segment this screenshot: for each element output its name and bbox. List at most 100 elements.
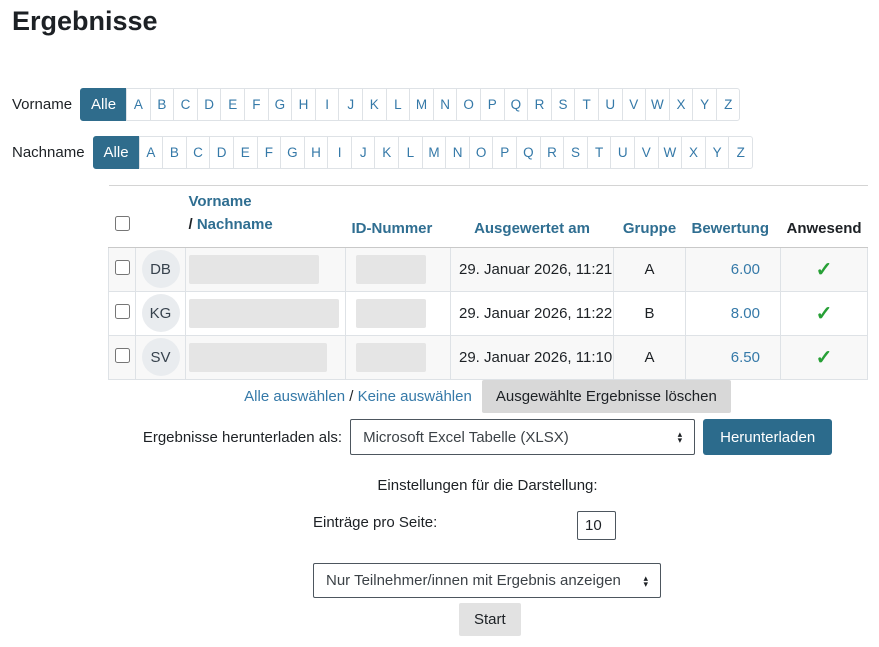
letter-filter-c[interactable]: C	[185, 136, 211, 169]
letter-filter-i[interactable]: I	[314, 88, 340, 121]
letter-filter-l[interactable]: L	[398, 136, 423, 169]
letter-filter-u[interactable]: U	[610, 136, 636, 169]
letter-filter-all[interactable]: Alle	[92, 136, 140, 169]
row-graded-date: 29. Januar 2026, 11:22	[450, 290, 614, 336]
letter-filter-h[interactable]: H	[291, 88, 316, 121]
present-check-icon: ✓	[780, 246, 868, 292]
letter-filter-e[interactable]: E	[232, 136, 258, 169]
letter-filter-z[interactable]: Z	[715, 88, 741, 121]
letter-filter-i[interactable]: I	[327, 136, 352, 169]
letter-filter-j[interactable]: J	[350, 136, 376, 169]
letter-filter-o[interactable]: O	[468, 136, 494, 169]
row-id-cell	[345, 290, 451, 336]
avatar[interactable]: KG	[141, 294, 180, 332]
letter-filter-d[interactable]: D	[196, 88, 222, 121]
grade-link[interactable]: 8.00	[730, 304, 760, 322]
letter-filter-g[interactable]: G	[267, 88, 293, 121]
nachname-filter-row: Nachname Alle A B C D E F G H I J K L M N O P Q R S T U V W X Y Z	[12, 136, 753, 169]
sort-vorname-link[interactable]: Vorname	[188, 193, 252, 210]
grade-link[interactable]: 6.50	[730, 348, 760, 366]
letter-filter-k[interactable]: K	[361, 88, 387, 121]
letter-filter-s[interactable]: S	[550, 88, 576, 121]
letter-filter-p[interactable]: P	[479, 88, 505, 121]
letter-filter-q[interactable]: Q	[503, 88, 529, 121]
select-all-header-cell	[108, 185, 136, 248]
row-avatar-cell: SV	[135, 334, 186, 380]
show-results-filter-select[interactable]: Nur Teilnehmer/innen mit Ergebnis anzeig…	[313, 563, 661, 598]
page-title: Ergebnisse	[12, 6, 158, 36]
avatar[interactable]: DB	[141, 250, 180, 288]
letter-filter-w[interactable]: W	[645, 88, 670, 121]
letter-filter-n[interactable]: N	[445, 136, 470, 169]
letter-filter-y[interactable]: Y	[692, 88, 717, 121]
letter-filter-q[interactable]: Q	[516, 136, 541, 169]
select-all-link[interactable]: Alle auswählen	[244, 388, 346, 405]
letter-filter-u[interactable]: U	[597, 88, 623, 121]
row-select-checkbox[interactable]	[114, 259, 130, 275]
sort-nachname-link[interactable]: Nachname	[196, 216, 273, 234]
start-button[interactable]: Start	[459, 603, 521, 636]
letter-filter-o[interactable]: O	[456, 88, 481, 121]
letter-filter-e[interactable]: E	[220, 88, 246, 121]
sort-grade-link[interactable]: Bewertung	[691, 219, 770, 237]
letter-filter-l[interactable]: L	[385, 88, 411, 121]
letter-filter-h[interactable]: H	[303, 136, 329, 169]
letter-filter-k[interactable]: K	[374, 136, 400, 169]
sort-graded-link[interactable]: Ausgewertet am	[474, 219, 590, 237]
letter-filter-s[interactable]: S	[563, 136, 588, 169]
letter-filter-g[interactable]: G	[280, 136, 305, 169]
redacted-name	[189, 298, 339, 328]
letter-filter-f[interactable]: F	[244, 88, 269, 121]
sort-id-link[interactable]: ID-Nummer	[351, 219, 433, 237]
grade-link[interactable]: 6.00	[730, 260, 760, 278]
letter-filter-t[interactable]: T	[586, 136, 612, 169]
table-row: DB 29. Januar 2026, 11:21 A 6.00 ✓	[108, 246, 868, 292]
table-row: SV 29. Januar 2026, 11:10 A 6.50 ✓	[108, 334, 868, 380]
display-settings-heading: Einstellungen für die Darstellung:	[377, 477, 598, 494]
row-name-cell	[185, 290, 346, 336]
letter-filter-a[interactable]: A	[126, 88, 151, 121]
letter-filter-z[interactable]: Z	[728, 136, 753, 169]
letter-filter-m[interactable]: M	[421, 136, 447, 169]
letter-filter-w[interactable]: W	[657, 136, 683, 169]
letter-filter-x[interactable]: X	[668, 88, 694, 121]
group-column-header: Gruppe	[613, 185, 686, 248]
letter-filter-b[interactable]: B	[162, 136, 187, 169]
row-id-cell	[345, 334, 451, 380]
letter-filter-n[interactable]: N	[432, 88, 458, 121]
letter-filter-t[interactable]: T	[574, 88, 599, 121]
letter-filter-a[interactable]: A	[138, 136, 164, 169]
letter-filter-c[interactable]: C	[173, 88, 198, 121]
vorname-filter-label: Vorname	[12, 96, 73, 113]
letter-filter-all[interactable]: Alle	[80, 88, 128, 121]
letter-filter-x[interactable]: X	[681, 136, 706, 169]
letter-filter-d[interactable]: D	[209, 136, 234, 169]
letter-filter-r[interactable]: R	[539, 136, 565, 169]
name-column-header: Vorname / Nachname	[185, 185, 346, 248]
sort-group-link[interactable]: Gruppe	[622, 219, 677, 237]
avatar[interactable]: SV	[141, 338, 180, 376]
letter-filter-y[interactable]: Y	[704, 136, 730, 169]
letter-filter-r[interactable]: R	[527, 88, 552, 121]
letter-filter-v[interactable]: V	[634, 136, 659, 169]
letter-filter-b[interactable]: B	[149, 88, 175, 121]
download-format-select[interactable]: Microsoft Excel Tabelle (XLSX) ▴ ▾	[350, 419, 696, 455]
page-size-input[interactable]	[577, 511, 616, 540]
row-select-checkbox[interactable]	[114, 347, 130, 363]
letter-filter-v[interactable]: V	[621, 88, 647, 121]
download-button[interactable]: Herunterladen	[703, 419, 833, 455]
row-group: A	[613, 334, 686, 380]
redacted-id	[356, 254, 426, 284]
id-column-header: ID-Nummer	[345, 185, 451, 248]
letter-filter-m[interactable]: M	[409, 88, 434, 121]
letter-filter-f[interactable]: F	[256, 136, 282, 169]
table-header-row: Vorname / Nachname ID-Nummer Ausgewertet…	[108, 185, 868, 248]
select-all-checkbox[interactable]	[114, 215, 130, 231]
letter-filter-p[interactable]: P	[492, 136, 518, 169]
deselect-all-link[interactable]: Keine auswählen	[357, 388, 472, 405]
delete-selected-button[interactable]: Ausgewählte Ergebnisse löschen	[481, 380, 731, 413]
row-select-checkbox[interactable]	[114, 303, 130, 319]
download-format-value: Microsoft Excel Tabelle (XLSX)	[363, 428, 569, 446]
row-avatar-cell: KG	[135, 290, 186, 336]
letter-filter-j[interactable]: J	[338, 88, 363, 121]
